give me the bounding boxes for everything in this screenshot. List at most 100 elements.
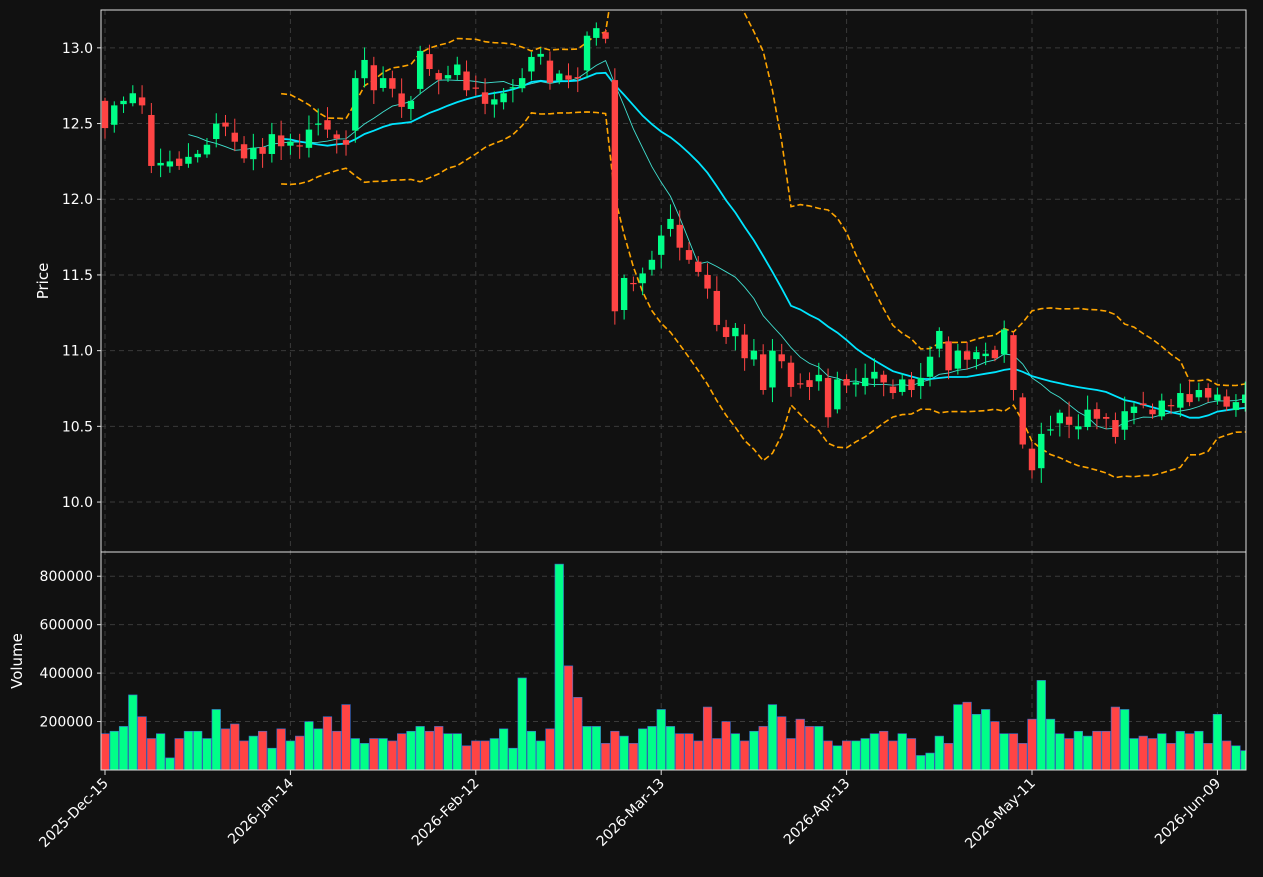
candle-body [120,100,127,105]
volume-bar [536,740,546,770]
volume-bar [257,730,268,770]
candle-body [1195,390,1203,398]
volume-bar [109,730,119,770]
candle-body [416,50,424,89]
candle-body [509,87,517,89]
volume-bar [1027,718,1037,770]
candle-body [1167,405,1175,407]
candle-body [583,35,591,71]
volume-bar [230,723,240,770]
volume-bar [619,735,629,770]
volume-bar [193,730,203,770]
candle-body [1186,394,1193,403]
volume-bar [1064,738,1074,770]
volume-bar [508,747,518,770]
volume-bar [1138,735,1148,770]
volume-bar [888,740,898,770]
candle-body [1038,433,1045,469]
candle-body [398,93,405,107]
candle-body [899,379,906,392]
volume-bar [295,735,305,770]
volume-bar [1008,733,1019,770]
volume-bar [971,713,981,770]
candle-body [620,277,628,311]
candle-body [778,354,785,362]
volume-bar [1110,706,1121,770]
volume-bar [452,733,462,770]
volume-bar [517,677,527,770]
volume-bar [647,726,657,770]
candle-body [259,147,266,154]
candle-body [982,353,989,357]
candle-body [741,334,748,359]
volume-bar [712,738,722,770]
candle-body [1093,409,1101,419]
volume-bar [591,726,601,770]
moving-average-slow-line [281,71,1246,419]
volume-bar [545,728,555,770]
volume-bar [248,735,258,770]
candle-body [852,382,860,385]
candle-body [315,123,322,125]
candle-body [407,100,415,109]
candle-body [917,377,924,387]
volume-bar [600,743,611,770]
volume-bar [1175,730,1185,770]
volume-panel-frame [100,551,1247,771]
volume-bar [730,733,740,770]
volume-tick-label: 600000 [40,618,93,634]
candle-body [1158,400,1165,417]
candle-body [1010,335,1017,391]
price-tick-label: 13.0 [62,41,93,57]
volume-bar [999,733,1009,770]
volume-bar [1083,735,1093,770]
axes-layer [97,9,1247,775]
candle-body [185,156,192,164]
candle-body [472,87,479,89]
volume-bar [953,704,963,770]
candle-body [732,327,739,337]
candle-body [1028,448,1036,471]
volume-bar [981,709,991,770]
volume-bar [990,721,1000,770]
candle-body [1056,412,1064,424]
volume-bar [841,740,852,770]
candle-body [1149,409,1156,415]
volume-bar [183,730,194,770]
price-tick-label: 12.5 [62,117,93,133]
candle-body [843,379,850,386]
candle-body [518,78,526,89]
volume-bar [795,718,805,770]
volume-tick-label: 400000 [40,666,93,682]
moving-average-fast-line [188,59,1246,430]
candle-body [1214,394,1221,401]
candle-body [444,75,452,79]
candle-body [379,78,387,88]
volume-bar [369,738,379,770]
candle-body [213,123,220,140]
bollinger-upper-line [281,10,1246,387]
candle-body [704,274,711,289]
volume-bar [378,738,388,770]
candle-body [250,147,257,160]
volume-bar [156,733,166,770]
volume-bar [1092,730,1102,770]
volume-bar [851,740,861,770]
volume-bar [1055,733,1065,770]
candle-body [500,93,507,103]
candle-body [435,73,442,80]
volume-bar [832,745,842,770]
volume-bar [1101,730,1111,770]
price-axis-title: Price [34,263,52,300]
candle-body [1140,403,1147,406]
volume-bar [1120,709,1130,770]
bollinger-lower-line [281,111,1246,479]
candle-body [277,135,285,147]
candle-body [556,73,563,81]
candle-body [963,351,971,360]
candle-body [871,371,878,379]
price-tick-label: 11.5 [62,268,93,284]
volume-bar [702,706,713,770]
